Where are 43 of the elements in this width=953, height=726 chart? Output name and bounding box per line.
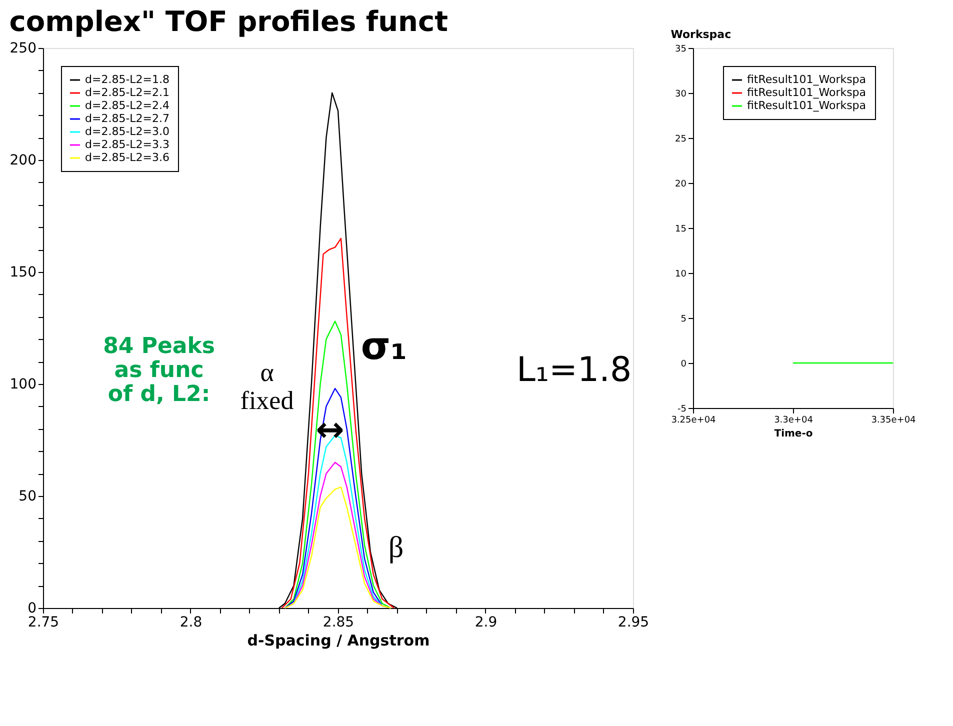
x-tick-label: 2.95 xyxy=(618,614,650,630)
legend-label: fitResult101_Workspa xyxy=(747,73,866,86)
y-tick-label: 0 xyxy=(680,360,687,370)
y-tick-label: 100 xyxy=(10,376,36,392)
x-tick-label: 3.3e+04 xyxy=(774,416,814,426)
legend-label: d=2.85-L2=2.4 xyxy=(85,99,170,112)
x-tick-label: 2.8 xyxy=(180,614,202,630)
legend-label: fitResult101_Workspa xyxy=(747,86,866,99)
y-tick-label: 50 xyxy=(18,488,36,504)
x-tick-label: 2.75 xyxy=(28,614,60,630)
chart-title: Workspac xyxy=(670,28,732,41)
x-tick-label: 3.25e+04 xyxy=(671,416,716,426)
legend-label: d=2.85-L2=2.1 xyxy=(85,86,170,99)
x-tick-label: 2.85 xyxy=(322,614,354,630)
legend-label: d=2.85-L2=3.6 xyxy=(85,151,170,164)
y-tick-label: 20 xyxy=(675,180,687,190)
y-tick-label: 5 xyxy=(680,314,686,324)
y-tick-label: 35 xyxy=(675,44,686,54)
y-tick-label: 30 xyxy=(675,90,687,100)
x-axis-title: d-Spacing / Angstrom xyxy=(247,632,430,650)
x-tick-label: 2.9 xyxy=(474,614,498,630)
x-axis-title: Time-o xyxy=(774,428,813,440)
y-tick-label: 10 xyxy=(675,270,687,280)
legend-label: d=2.85-L2=2.7 xyxy=(85,112,170,125)
annotation: α fixed xyxy=(240,358,294,415)
y-tick-label: 250 xyxy=(10,40,36,56)
y-tick-label: 200 xyxy=(10,152,36,168)
annotation: L₁=1.8 xyxy=(516,350,632,390)
y-tick-label: 0 xyxy=(28,600,36,616)
y-tick-label: 25 xyxy=(675,134,686,144)
chart-title: complex" TOF profiles funct xyxy=(9,5,448,38)
legend-label: d=2.85-L2=1.8 xyxy=(85,73,170,86)
annotation: σ₁ xyxy=(360,324,408,368)
y-tick-label: 15 xyxy=(675,224,686,234)
x-tick-label: 3.35e+04 xyxy=(871,416,916,426)
line-series xyxy=(284,486,392,609)
legend-label: fitResult101_Workspa xyxy=(747,99,866,112)
y-tick-label: 150 xyxy=(10,264,36,280)
legend-label: d=2.85-L2=3.3 xyxy=(85,138,170,151)
annotation: 84 Peaks as func of d, L2: xyxy=(103,334,215,407)
y-tick-label: -5 xyxy=(678,404,686,414)
annotation: β xyxy=(388,531,404,564)
legend-label: d=2.85-L2=3.0 xyxy=(85,125,170,138)
